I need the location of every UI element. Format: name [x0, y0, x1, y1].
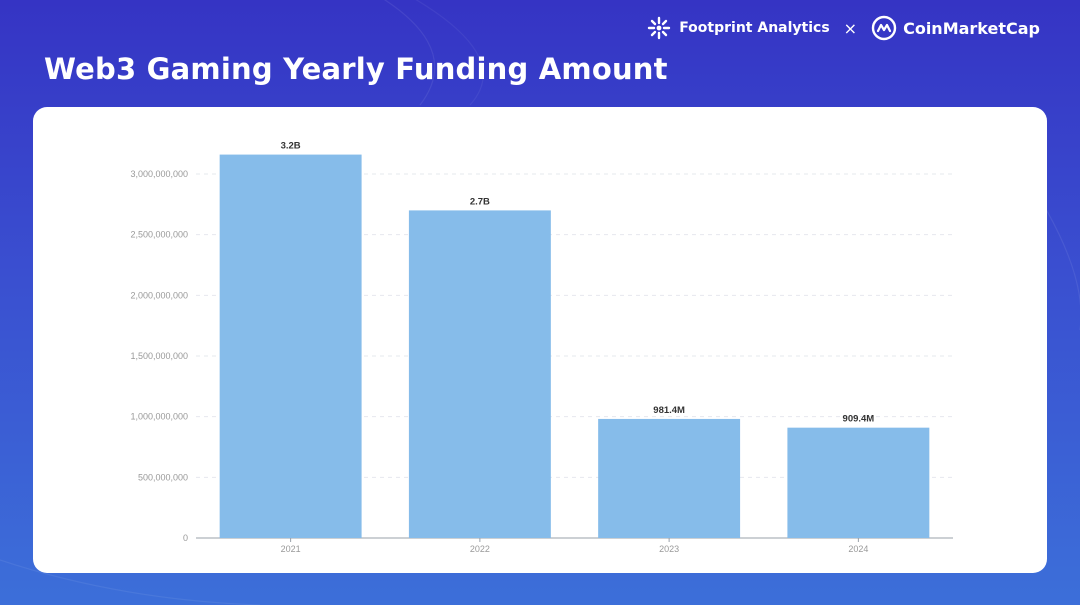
bar [408, 210, 551, 538]
bar [787, 427, 930, 538]
brand-separator: × [843, 18, 858, 38]
data-label: 3.2B [281, 141, 301, 152]
brand-primary-name: Footprint Analytics [679, 20, 830, 36]
x-tick-label: 2021 [281, 544, 301, 554]
y-tick-label: 2,000,000,000 [130, 290, 188, 300]
y-tick-label: 2,500,000,000 [130, 230, 188, 240]
brand-secondary-name: CoinMarketCap [903, 18, 1040, 38]
data-label: 2.7B [470, 196, 490, 207]
data-label: 909.4M [843, 414, 875, 425]
y-tick-label: 1,500,000,000 [130, 351, 188, 361]
brand-logos: Footprint Analytics × CoinMarketCap [645, 14, 1040, 42]
x-tick-label: 2024 [848, 544, 868, 554]
bar-chart: 0 500,000,000 1,000,000,000 1,500,000,000 2,… [130, 141, 953, 554]
bar [598, 418, 741, 538]
y-tick-label: 3,000,000,000 [130, 169, 188, 179]
y-tick-label: 500,000,000 [138, 472, 188, 482]
page-title: Web3 Gaming Yearly Funding Amount [44, 52, 668, 86]
data-label: 981.4M [653, 405, 685, 416]
x-tick-label: 2022 [470, 544, 490, 554]
y-tick-label: 0 [183, 533, 188, 543]
bar [219, 154, 362, 538]
footprint-logo-icon [647, 16, 671, 40]
chart-card: 0 500,000,000 1,000,000,000 1,500,000,000 2,… [33, 107, 1047, 573]
coinmarketcap-logo-icon [871, 15, 897, 41]
y-tick-label: 1,000,000,000 [130, 412, 188, 422]
x-tick-label: 2023 [659, 544, 679, 554]
